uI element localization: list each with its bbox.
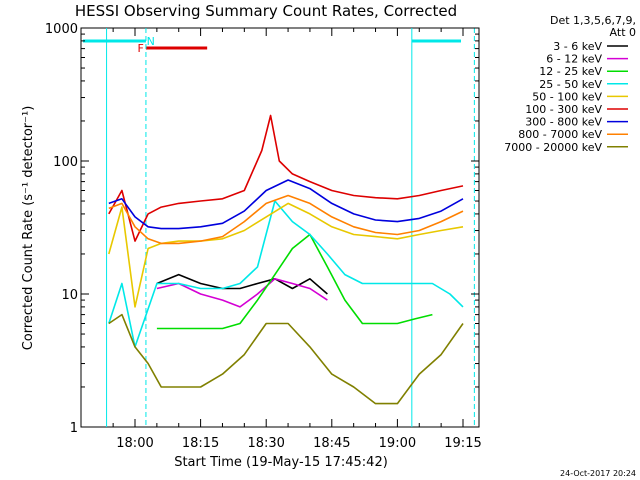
- series-line-7: [108, 194, 464, 245]
- x-tick-label: 19:00: [379, 436, 416, 451]
- legend-label: 12 - 25 keV: [539, 65, 602, 78]
- y-tick-label: 10: [61, 288, 78, 303]
- series-line-8: [108, 313, 464, 405]
- annotation-f: F: [138, 42, 144, 55]
- x-axis-label: Start Time (19-May-15 17:45:42): [174, 455, 388, 470]
- y-tick-label: 1: [70, 421, 78, 436]
- legend-label: 50 - 100 keV: [532, 90, 602, 103]
- series-lines: [108, 114, 464, 405]
- series-line-1: [156, 278, 328, 308]
- x-tick-label: 18:00: [116, 436, 153, 451]
- annotation-n: N: [147, 35, 155, 48]
- annotations: FN: [138, 35, 155, 55]
- legend-label: 100 - 300 keV: [525, 103, 602, 116]
- legend-label: 800 - 7000 keV: [518, 128, 602, 141]
- x-tick-label: 18:30: [247, 436, 284, 451]
- legend-label: 7000 - 20000 keV: [504, 141, 602, 154]
- legend-header-line: Det 1,3,5,6,7,9,: [550, 14, 636, 27]
- series-line-3: [108, 200, 464, 348]
- x-axis: 18:00 18:15 18:30 18:45 19:00 19:15: [112, 28, 482, 451]
- y-tick-label: 1000: [45, 22, 78, 37]
- series-line-5: [108, 114, 464, 242]
- x-tick-label: 19:15: [444, 436, 481, 451]
- footer-date: 24-Oct-2017 20:24: [560, 469, 636, 478]
- series-line-0: [156, 273, 328, 295]
- legend-label: 3 - 6 keV: [553, 40, 602, 53]
- series-line-6: [108, 179, 464, 230]
- y-axis: 1 10 100 1000: [45, 22, 479, 436]
- legend-header: Det 1,3,5,6,7,9,Att 0: [550, 14, 636, 39]
- legend-label: 6 - 12 keV: [546, 53, 602, 66]
- legend-header-line: Att 0: [610, 26, 636, 39]
- y-axis-label: Corrected Count Rate (s⁻¹ detector⁻¹): [21, 106, 36, 351]
- x-tick-label: 18:15: [182, 436, 219, 451]
- legend-label: 25 - 50 keV: [539, 78, 602, 91]
- legend-label: 300 - 800 keV: [525, 116, 602, 129]
- x-tick-label: 18:45: [313, 436, 350, 451]
- plot-frame: [80, 27, 480, 428]
- chart-title: HESSI Observing Summary Count Rates, Cor…: [75, 2, 457, 20]
- series-line-2: [156, 233, 433, 330]
- series-line-4: [108, 202, 464, 308]
- y-tick-label: 100: [53, 155, 78, 170]
